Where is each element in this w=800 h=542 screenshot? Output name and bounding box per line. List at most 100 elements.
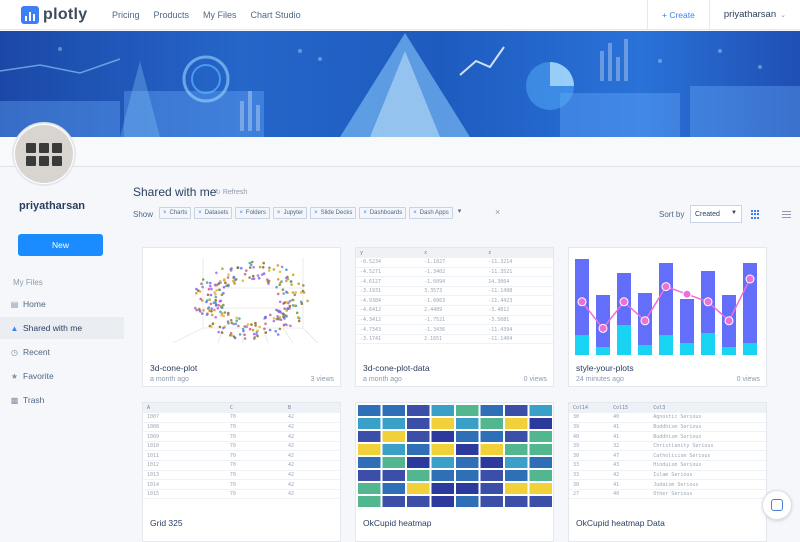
card-date: 24 minutes ago: [576, 376, 624, 383]
filter-chip-charts[interactable]: × Charts: [159, 207, 192, 219]
heatmap-cell: [480, 405, 503, 416]
cone-dot: [215, 271, 218, 275]
sidebar-item-home[interactable]: ▤ Home: [0, 293, 124, 315]
cone-dot: [300, 302, 304, 305]
filter-chip-jupyter[interactable]: × Jupyter: [272, 207, 308, 219]
heatmap-cell: [431, 431, 454, 442]
file-card[interactable]: Col14 Col15 Col3 30 40 Agnostic Serious 39 41…: [568, 402, 767, 542]
cone-dot: [264, 322, 267, 326]
user-menu[interactable]: priyatharsan ⌄: [724, 9, 786, 20]
heatmap-cell: [505, 457, 528, 468]
cone-dot: [282, 316, 286, 319]
cone-dot: [285, 315, 288, 318]
file-card[interactable]: OkCupid heatmap: [355, 402, 554, 542]
heatmap-cell: [480, 431, 503, 442]
refresh-button[interactable]: ↻ Refresh: [215, 189, 248, 196]
filter-chip-dashboards[interactable]: × Dashboards: [359, 207, 407, 219]
cone-dot: [229, 318, 233, 322]
heatmap-cell: [480, 444, 503, 455]
cone-dot: [248, 261, 252, 265]
heatmap-cell: [358, 470, 381, 481]
bar-segment: [680, 343, 694, 355]
remove-icon[interactable]: ×: [198, 210, 202, 216]
list-view-icon[interactable]: [782, 211, 791, 219]
cone-dot: [272, 268, 276, 271]
heatmap-cell: [480, 457, 503, 468]
cone-dot: [231, 279, 235, 283]
file-card[interactable]: style-your-plots 24 minutes ago 0 views: [568, 247, 767, 387]
cone-dot: [275, 285, 278, 289]
nav-link-chart-studio[interactable]: Chart Studio: [250, 9, 301, 20]
sort-select[interactable]: Created ▼: [690, 205, 742, 223]
heatmap-cell: [407, 418, 430, 429]
sidebar-item-shared[interactable]: ▲ Shared with me: [0, 317, 124, 339]
card-title: 3d-cone-plot: [150, 363, 198, 373]
cone-dot: [243, 337, 247, 340]
cone-dot: [289, 280, 293, 283]
chat-button[interactable]: [762, 490, 792, 520]
cone-dot: [227, 273, 230, 276]
cone-dot: [254, 321, 257, 325]
heatmap-cell: [456, 405, 479, 416]
filter-chip-folders[interactable]: × Folders: [235, 207, 270, 219]
cone-dot: [209, 293, 213, 297]
cone-dot: [222, 326, 225, 330]
cone-dot: [235, 316, 238, 320]
cone-dot: [266, 280, 270, 284]
clear-filters-icon[interactable]: ×: [495, 207, 501, 217]
cone-dot: [285, 279, 288, 283]
sidebar-item-recent[interactable]: ◷ Recent: [0, 341, 124, 363]
line-point: [703, 297, 713, 307]
heatmap-cell: [358, 457, 381, 468]
bar-segment: [743, 343, 757, 355]
sidebar-item-trash[interactable]: ▩ Trash: [0, 389, 124, 411]
cone-dot: [266, 278, 269, 281]
cone-dot: [218, 299, 222, 303]
filter-dropdown-icon[interactable]: ▾: [457, 208, 462, 215]
cone-dot: [205, 313, 209, 316]
cone-dot: [264, 331, 268, 334]
nav-link-my-files[interactable]: My Files: [203, 9, 237, 20]
heatmap-cell: [407, 457, 430, 468]
remove-icon[interactable]: ×: [163, 210, 167, 216]
filter-chip-dash-apps[interactable]: × Dash Apps: [409, 207, 453, 219]
heatmap-cell: [407, 405, 430, 416]
card-views: 0 views: [736, 376, 760, 383]
cone-dot: [226, 276, 230, 279]
nav-link-pricing[interactable]: Pricing: [112, 9, 140, 20]
cone-dot: [297, 319, 301, 323]
cone-dot: [209, 281, 212, 285]
filter-chip-slide-decks[interactable]: × Slide Decks: [310, 207, 357, 219]
chat-icon: [771, 499, 783, 511]
cone-dot: [201, 312, 204, 315]
cone-dot: [219, 310, 222, 314]
remove-icon[interactable]: ×: [363, 210, 367, 216]
remove-icon[interactable]: ×: [276, 210, 281, 216]
sidebar-item-favorite[interactable]: ★ Favorite: [0, 365, 124, 387]
filter-chip-datasets[interactable]: × Datasets: [194, 207, 233, 219]
caret-down-icon: ▼: [731, 210, 737, 216]
line-point: [619, 297, 629, 307]
heatmap-cell: [431, 483, 454, 494]
heatmap-cell: [382, 431, 405, 442]
heatmap-cell: [505, 483, 528, 494]
line-point: [745, 274, 755, 284]
card-date: a month ago: [363, 376, 402, 383]
nav-link-products[interactable]: Products: [153, 9, 190, 20]
sort-label: Sort by: [659, 210, 685, 219]
new-button[interactable]: New: [18, 234, 103, 256]
cone-dot: [234, 278, 238, 281]
grid-view-icon[interactable]: [751, 210, 760, 219]
create-button[interactable]: + Create: [647, 0, 710, 30]
cone-dot: [207, 306, 211, 309]
plotly-logo[interactable]: plotly: [21, 5, 111, 24]
remove-icon[interactable]: ×: [314, 210, 318, 216]
remove-icon[interactable]: ×: [239, 210, 243, 216]
remove-icon[interactable]: ×: [413, 210, 417, 216]
cone-dot: [252, 332, 256, 336]
cone-dot: [214, 292, 217, 296]
file-card[interactable]: 3d-cone-plot a month ago 3 views: [142, 247, 341, 387]
